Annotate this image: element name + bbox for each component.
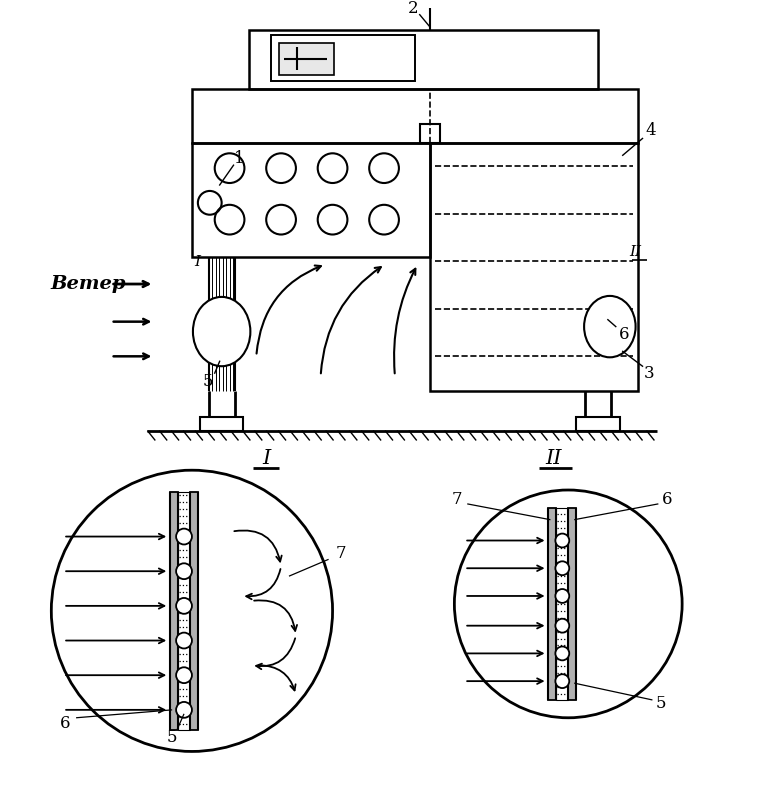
Ellipse shape (584, 296, 636, 357)
Circle shape (176, 528, 192, 544)
Circle shape (176, 633, 192, 649)
Circle shape (455, 490, 682, 718)
Bar (420, 124, 439, 143)
Text: Ветер: Ветер (51, 275, 126, 293)
Bar (556, 508, 569, 700)
Circle shape (555, 618, 569, 633)
Bar (178, 492, 190, 730)
Circle shape (555, 561, 569, 575)
Bar (569, 508, 576, 700)
Text: 6: 6 (60, 715, 70, 732)
Text: 6: 6 (619, 326, 629, 343)
Bar (279, 43, 334, 75)
Circle shape (176, 667, 192, 683)
Text: 7: 7 (335, 545, 346, 562)
Ellipse shape (193, 297, 250, 366)
Bar (192, 143, 430, 257)
Text: I: I (194, 255, 200, 269)
Text: II: II (545, 449, 562, 468)
Circle shape (51, 470, 332, 752)
Text: 7: 7 (452, 492, 463, 508)
Circle shape (176, 598, 192, 614)
Bar (200, 417, 243, 430)
Bar (190, 492, 198, 730)
Text: 5: 5 (656, 696, 667, 713)
Text: 3: 3 (644, 365, 654, 382)
Bar (192, 89, 637, 143)
Text: 4: 4 (645, 122, 656, 139)
Text: 1: 1 (234, 150, 245, 167)
Circle shape (555, 589, 569, 603)
Bar (576, 417, 620, 430)
Text: II: II (629, 245, 642, 259)
Text: 5: 5 (167, 729, 177, 746)
Circle shape (176, 563, 192, 579)
Text: 5: 5 (203, 372, 213, 390)
Bar (170, 492, 178, 730)
Bar (250, 29, 598, 89)
Circle shape (555, 646, 569, 661)
Circle shape (555, 533, 569, 548)
Text: 2: 2 (407, 0, 418, 18)
Bar (548, 508, 556, 700)
Bar (430, 143, 637, 391)
Text: 6: 6 (662, 492, 672, 508)
Text: I: I (262, 449, 271, 468)
Bar (271, 35, 415, 81)
Circle shape (555, 674, 569, 688)
Circle shape (176, 702, 192, 718)
